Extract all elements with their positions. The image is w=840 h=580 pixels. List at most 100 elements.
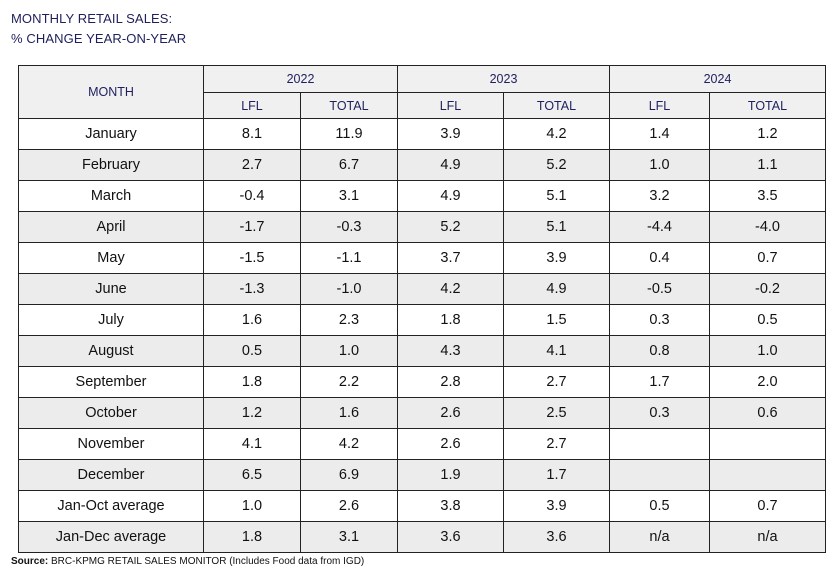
month-cell: Jan-Oct average: [18, 490, 204, 522]
value-cell: -1.0: [300, 273, 398, 305]
value-cell: 2.3: [300, 304, 398, 336]
value-cell: 0.5: [609, 490, 710, 522]
table-row: Jan-Oct average 1.0 2.6 3.8 3.9 0.5 0.7: [18, 490, 826, 522]
value-cell: 5.2: [397, 211, 504, 243]
table-row: April -1.7 -0.3 5.2 5.1 -4.4 -4.0: [18, 211, 826, 243]
month-cell: February: [18, 149, 204, 181]
value-cell: 6.7: [300, 149, 398, 181]
value-cell: [609, 459, 710, 491]
month-cell: June: [18, 273, 204, 305]
table-row: February 2.7 6.7 4.9 5.2 1.0 1.1: [18, 149, 826, 181]
source-text: BRC-KPMG RETAIL SALES MONITOR (Includes …: [51, 556, 365, 567]
value-cell: 1.4: [609, 118, 710, 150]
table-body: January 8.1 11.9 3.9 4.2 1.4 1.2 February 2.7 6.7…: [18, 118, 826, 553]
value-cell: 4.9: [397, 180, 504, 212]
value-cell: 3.1: [300, 180, 398, 212]
table-row: August 0.5 1.0 4.3 4.1 0.8 1.0: [18, 335, 826, 367]
sub-header-total: TOTAL: [709, 92, 826, 119]
source-label: Source:: [11, 556, 49, 567]
value-cell: 3.9: [503, 242, 610, 274]
sub-header-lfl: LFL: [609, 92, 710, 119]
sub-header-total: TOTAL: [503, 92, 610, 119]
value-cell: 4.9: [397, 149, 504, 181]
value-cell: [709, 459, 826, 491]
table-row: September 1.8 2.2 2.8 2.7 1.7 2.0: [18, 366, 826, 398]
value-cell: -1.7: [203, 211, 301, 243]
value-cell: -4.4: [609, 211, 710, 243]
value-cell: 3.9: [503, 490, 610, 522]
value-cell: 0.3: [609, 397, 710, 429]
month-cell: October: [18, 397, 204, 429]
value-cell: 1.5: [503, 304, 610, 336]
month-cell: March: [18, 180, 204, 212]
year-header-2022: 2022: [203, 65, 398, 93]
value-cell: -0.4: [203, 180, 301, 212]
sub-header-total: TOTAL: [300, 92, 398, 119]
value-cell: 6.9: [300, 459, 398, 491]
value-cell: 3.9: [397, 118, 504, 150]
value-cell: 1.8: [203, 366, 301, 398]
value-cell: 1.2: [203, 397, 301, 429]
value-cell: 6.5: [203, 459, 301, 491]
value-cell: 4.2: [397, 273, 504, 305]
value-cell: 3.1: [300, 521, 398, 553]
value-cell: 1.1: [709, 149, 826, 181]
month-cell: Jan-Dec average: [18, 521, 204, 553]
value-cell: 3.7: [397, 242, 504, 274]
month-cell: May: [18, 242, 204, 274]
table-row: Jan-Dec average 1.8 3.1 3.6 3.6 n/a n/a: [18, 521, 826, 553]
value-cell: -4.0: [709, 211, 826, 243]
value-cell: 0.7: [709, 242, 826, 274]
value-cell: -0.2: [709, 273, 826, 305]
month-cell: September: [18, 366, 204, 398]
value-cell: 2.0: [709, 366, 826, 398]
value-cell: -1.1: [300, 242, 398, 274]
month-cell: November: [18, 428, 204, 460]
table-title: MONTHLY RETAIL SALES: % CHANGE YEAR-ON-Y…: [11, 9, 186, 49]
value-cell: 2.7: [503, 428, 610, 460]
value-cell: 1.0: [609, 149, 710, 181]
value-cell: 1.2: [709, 118, 826, 150]
value-cell: 4.1: [503, 335, 610, 367]
value-cell: 2.8: [397, 366, 504, 398]
source-note: Source: BRC-KPMG RETAIL SALES MONITOR (I…: [11, 556, 364, 567]
value-cell: 3.6: [397, 521, 504, 553]
year-header-2023: 2023: [397, 65, 610, 93]
value-cell: 2.7: [203, 149, 301, 181]
value-cell: 3.8: [397, 490, 504, 522]
value-cell: 2.5: [503, 397, 610, 429]
value-cell: [609, 428, 710, 460]
value-cell: 1.8: [203, 521, 301, 553]
value-cell: 1.0: [300, 335, 398, 367]
value-cell: 4.1: [203, 428, 301, 460]
table-row: November 4.1 4.2 2.6 2.7: [18, 428, 826, 460]
value-cell: [709, 428, 826, 460]
month-cell: April: [18, 211, 204, 243]
table-row: October 1.2 1.6 2.6 2.5 0.3 0.6: [18, 397, 826, 429]
title-line-1: MONTHLY RETAIL SALES:: [11, 11, 173, 26]
value-cell: -1.5: [203, 242, 301, 274]
table-row: January 8.1 11.9 3.9 4.2 1.4 1.2: [18, 118, 826, 150]
value-cell: 4.3: [397, 335, 504, 367]
value-cell: 4.9: [503, 273, 610, 305]
value-cell: 1.6: [203, 304, 301, 336]
table-row: March -0.4 3.1 4.9 5.1 3.2 3.5: [18, 180, 826, 212]
value-cell: 5.1: [503, 180, 610, 212]
value-cell: -1.3: [203, 273, 301, 305]
value-cell: 2.6: [397, 397, 504, 429]
title-line-2: % CHANGE YEAR-ON-YEAR: [11, 31, 187, 46]
month-cell: December: [18, 459, 204, 491]
table-row: July 1.6 2.3 1.8 1.5 0.3 0.5: [18, 304, 826, 336]
value-cell: -0.3: [300, 211, 398, 243]
value-cell: 0.3: [609, 304, 710, 336]
month-cell: August: [18, 335, 204, 367]
value-cell: n/a: [709, 521, 826, 553]
month-column-header: MONTH: [18, 65, 204, 119]
sub-header-lfl: LFL: [397, 92, 504, 119]
month-cell: January: [18, 118, 204, 150]
value-cell: 2.2: [300, 366, 398, 398]
value-cell: 1.6: [300, 397, 398, 429]
value-cell: 3.5: [709, 180, 826, 212]
value-cell: 2.6: [397, 428, 504, 460]
value-cell: 4.2: [503, 118, 610, 150]
